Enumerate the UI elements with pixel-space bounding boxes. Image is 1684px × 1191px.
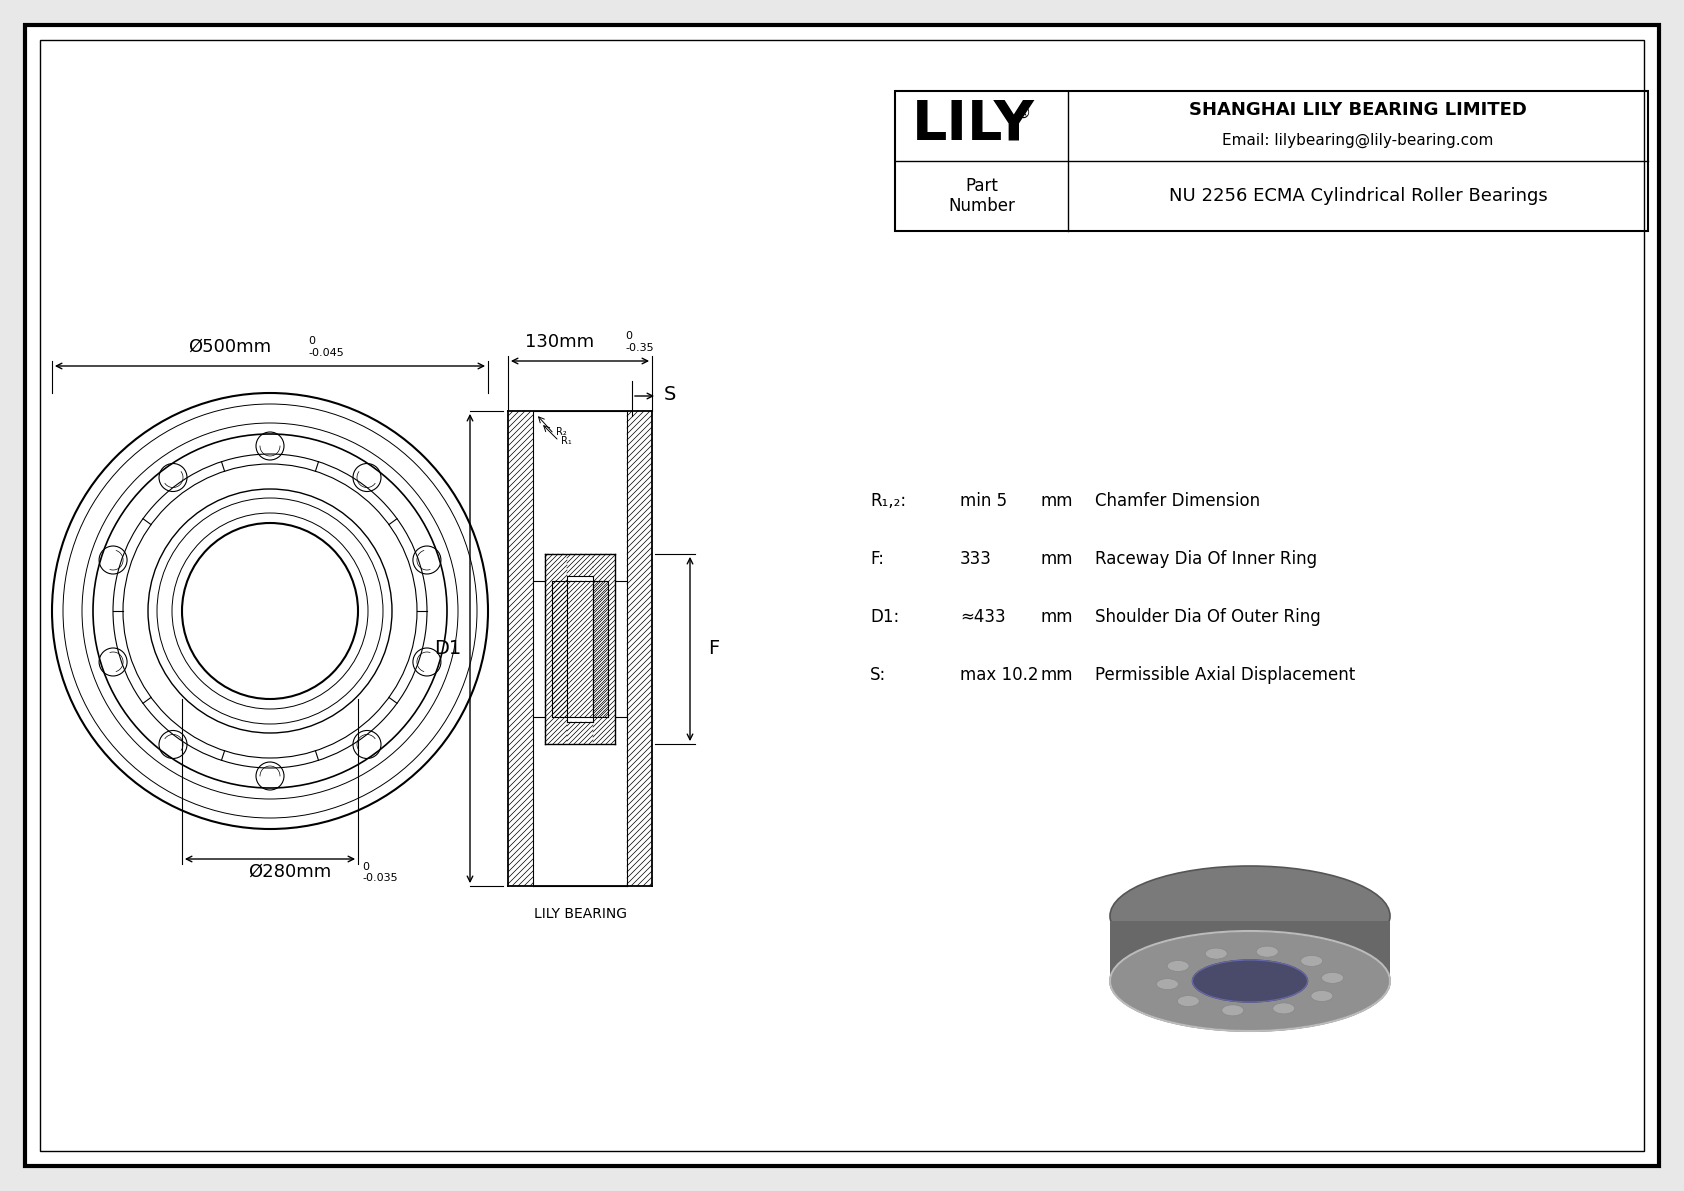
Text: LILY: LILY [913, 96, 1036, 151]
Ellipse shape [1110, 931, 1389, 1031]
Ellipse shape [1157, 979, 1179, 990]
Text: S: S [663, 385, 677, 404]
Text: D1:: D1: [871, 607, 899, 626]
Text: Email: lilybearing@lily-bearing.com: Email: lilybearing@lily-bearing.com [1223, 132, 1494, 148]
Ellipse shape [1322, 972, 1344, 984]
Ellipse shape [1256, 946, 1278, 958]
Text: 0: 0 [308, 336, 315, 347]
Ellipse shape [1110, 866, 1389, 966]
Ellipse shape [1192, 960, 1307, 1002]
Text: mm: mm [1041, 607, 1073, 626]
Text: max 10.2: max 10.2 [960, 666, 1039, 684]
Text: R₂: R₂ [556, 428, 568, 437]
Text: 130mm: 130mm [525, 333, 594, 351]
Ellipse shape [1177, 996, 1199, 1006]
Text: F:: F: [871, 550, 884, 568]
Ellipse shape [1206, 948, 1228, 959]
Text: mm: mm [1041, 666, 1073, 684]
Text: mm: mm [1041, 550, 1073, 568]
Text: F: F [707, 640, 719, 659]
Text: D1: D1 [434, 640, 461, 659]
Text: 0: 0 [625, 331, 632, 341]
Text: LILY BEARING: LILY BEARING [534, 908, 626, 921]
Text: -0.045: -0.045 [308, 348, 344, 358]
Text: -0.35: -0.35 [625, 343, 653, 353]
Bar [894, 91, 1649, 231]
Text: 333: 333 [960, 550, 992, 568]
Ellipse shape [1310, 991, 1332, 1002]
Ellipse shape [1300, 955, 1322, 966]
Text: Ø500mm: Ø500mm [189, 338, 271, 356]
Text: NU 2256 ECMA Cylindrical Roller Bearings: NU 2256 ECMA Cylindrical Roller Bearings [1169, 187, 1548, 205]
Text: -0.035: -0.035 [362, 873, 397, 883]
Text: 0: 0 [362, 862, 369, 872]
Ellipse shape [1273, 1003, 1295, 1014]
Ellipse shape [1167, 960, 1189, 972]
Text: R₁,₂:: R₁,₂: [871, 492, 906, 510]
Text: SHANGHAI LILY BEARING LIMITED: SHANGHAI LILY BEARING LIMITED [1189, 101, 1527, 119]
Text: min 5: min 5 [960, 492, 1007, 510]
Text: ≈433: ≈433 [960, 607, 1005, 626]
Text: ®: ® [1015, 106, 1031, 120]
Text: Shoulder Dia Of Outer Ring: Shoulder Dia Of Outer Ring [1095, 607, 1320, 626]
Text: Permissible Axial Displacement: Permissible Axial Displacement [1095, 666, 1356, 684]
Text: R₁: R₁ [561, 436, 573, 445]
Text: mm: mm [1041, 492, 1073, 510]
Text: Part
Number: Part Number [948, 176, 1015, 216]
Ellipse shape [1223, 1005, 1244, 1016]
Text: Chamfer Dimension: Chamfer Dimension [1095, 492, 1260, 510]
Text: Raceway Dia Of Inner Ring: Raceway Dia Of Inner Ring [1095, 550, 1317, 568]
Text: S:: S: [871, 666, 886, 684]
Polygon shape [1110, 921, 1389, 981]
Text: Ø280mm: Ø280mm [248, 863, 332, 881]
